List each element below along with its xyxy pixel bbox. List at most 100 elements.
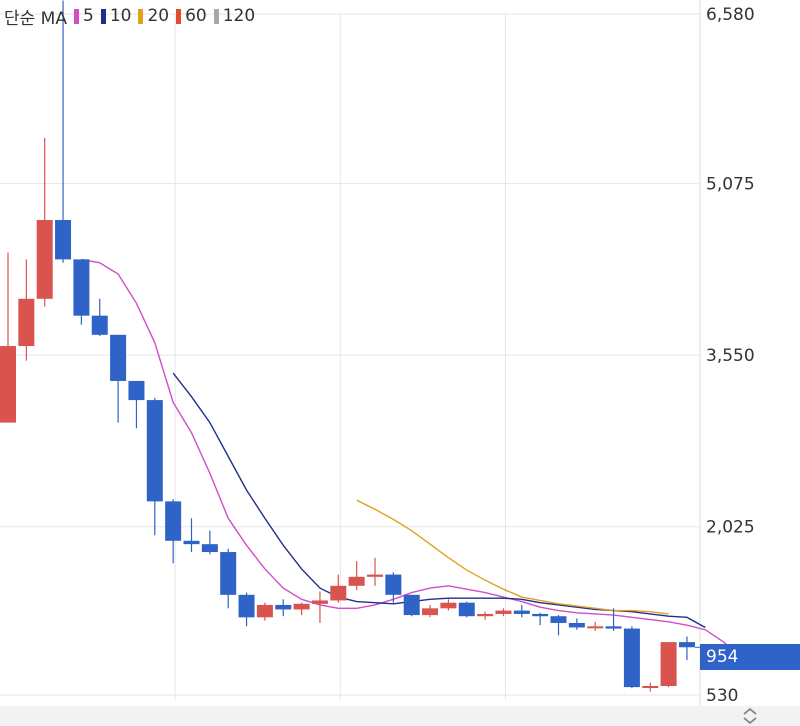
candle-body	[367, 574, 383, 577]
candles	[0, 0, 695, 692]
legend-item-20[interactable]: 20	[147, 6, 170, 26]
candle-body	[55, 219, 72, 260]
ma-line-10	[172, 372, 706, 629]
candle-body	[220, 552, 237, 595]
candle-body	[642, 685, 659, 688]
candle-body	[458, 602, 475, 617]
candle-body	[532, 613, 549, 617]
x-axis-bar	[0, 706, 800, 726]
legend-swatch-10	[100, 8, 106, 24]
candle-body	[348, 576, 365, 586]
candle	[403, 594, 420, 617]
candle	[385, 572, 402, 603]
candle-body	[678, 642, 695, 648]
candle-body	[330, 585, 347, 601]
candle-body	[183, 540, 200, 545]
candle	[623, 626, 640, 689]
candle-body	[311, 600, 328, 604]
legend-item-120[interactable]: 120	[222, 6, 256, 26]
candle-body	[128, 380, 145, 401]
candle	[587, 621, 604, 631]
candle	[146, 397, 163, 536]
candle-body	[385, 574, 402, 595]
candle	[165, 499, 182, 564]
y-tick-label: 5,075	[706, 174, 755, 194]
candle	[532, 612, 549, 626]
candle	[605, 608, 622, 631]
candle	[55, 0, 72, 263]
current-price-tag: 954	[700, 644, 800, 670]
candle	[128, 380, 145, 429]
candle	[91, 298, 108, 336]
candle-body	[256, 604, 273, 618]
candle-body	[422, 608, 439, 616]
candle	[550, 615, 567, 636]
legend-swatch-5	[73, 8, 79, 24]
candle-body	[605, 626, 622, 629]
ma-line-20	[356, 499, 669, 615]
candle-body	[238, 594, 255, 618]
candle	[36, 137, 53, 307]
candle	[330, 574, 347, 603]
candle	[110, 334, 127, 423]
candle	[220, 548, 237, 609]
y-tick-label: 2,025	[706, 518, 755, 538]
legend-swatch-60	[176, 8, 182, 24]
candle-body	[275, 604, 292, 610]
candle	[495, 608, 512, 617]
candle-body	[165, 501, 182, 541]
candle-body	[403, 594, 420, 616]
legend-item-60[interactable]: 60	[185, 6, 207, 26]
candle	[367, 557, 383, 586]
candle	[73, 259, 90, 325]
moving-average-lines	[81, 258, 761, 661]
candle	[440, 599, 457, 611]
candle	[422, 604, 439, 618]
candle	[238, 592, 255, 627]
candle-body	[550, 616, 567, 623]
candle-body	[18, 298, 35, 347]
candle-body	[440, 602, 457, 609]
candle	[256, 602, 273, 621]
candle-body	[495, 610, 512, 614]
candle-body	[513, 610, 530, 614]
candle-body	[660, 642, 677, 686]
candle-body	[0, 346, 16, 423]
candle	[678, 636, 695, 661]
candle	[275, 599, 292, 617]
y-tick-label: 530	[706, 686, 738, 706]
candle-body	[587, 626, 604, 629]
legend-item-5[interactable]: 5	[82, 6, 94, 26]
candle	[348, 561, 365, 591]
scroll-arrows-icon[interactable]	[740, 707, 760, 725]
candle	[183, 518, 200, 553]
legend: 단순 MA 5 10 20 60 120	[4, 4, 256, 29]
legend-swatch-20	[138, 8, 144, 24]
candle-body	[73, 259, 90, 316]
legend-swatch-120	[213, 8, 219, 24]
candle	[0, 252, 16, 423]
y-tick-label: 3,550	[706, 346, 755, 366]
candle	[660, 642, 677, 688]
candle	[293, 602, 310, 616]
candle-body	[293, 603, 310, 610]
legend-label: 단순 MA	[4, 8, 67, 29]
legend-item-10[interactable]: 10	[109, 6, 132, 26]
candle	[18, 259, 35, 361]
candle-body	[201, 544, 218, 553]
ma-line-5	[81, 258, 761, 661]
candle-body	[36, 219, 53, 299]
candle-body	[110, 334, 127, 381]
candle	[311, 591, 328, 623]
candle	[458, 601, 475, 618]
candle	[513, 604, 530, 618]
y-axis: 6,580 5,075 3,550 2,025 530	[706, 5, 755, 706]
candle-body	[623, 628, 640, 688]
y-tick-label: 6,580	[706, 5, 755, 25]
candle-body	[568, 622, 585, 628]
candle-body	[146, 400, 163, 502]
candle-body	[91, 315, 108, 335]
candle	[642, 682, 659, 692]
candle	[201, 530, 218, 555]
